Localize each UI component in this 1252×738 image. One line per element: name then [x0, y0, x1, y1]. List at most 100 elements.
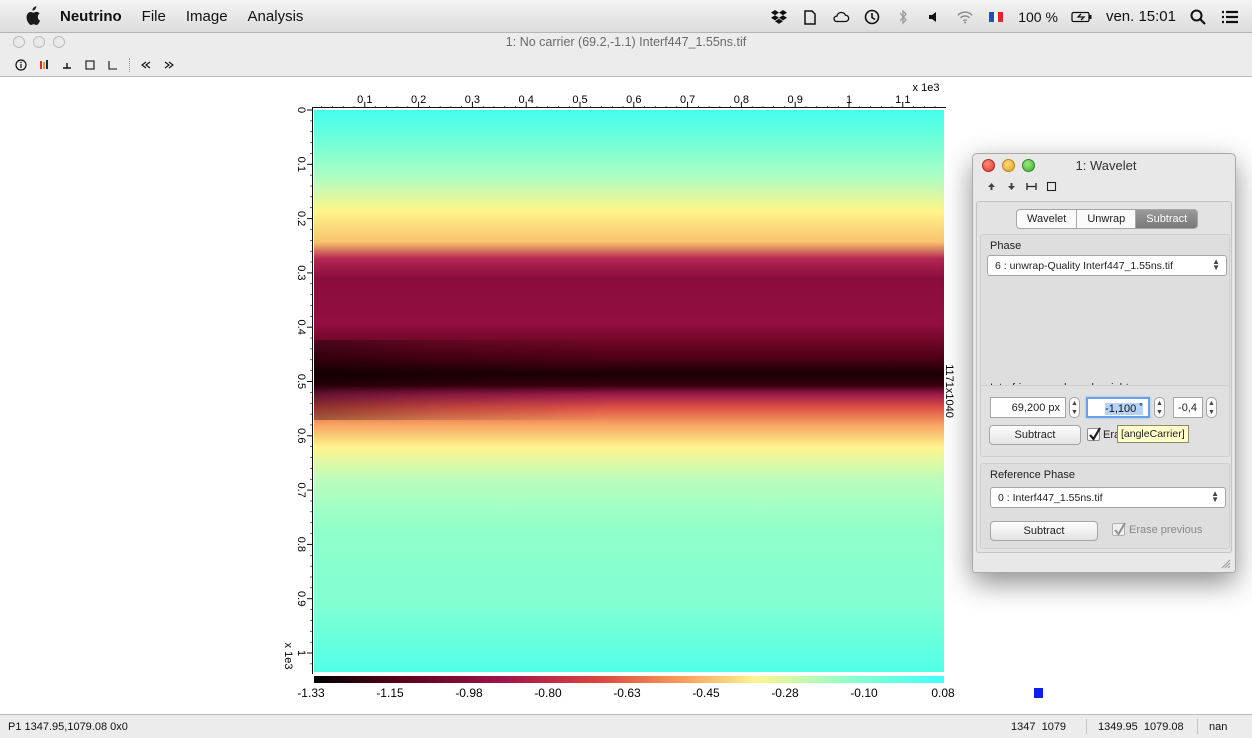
pin-down-icon[interactable] — [1006, 181, 1017, 192]
next-icon[interactable] — [162, 58, 176, 72]
x-tick-label: 1.1 — [895, 94, 910, 106]
clock[interactable]: ven. 15:01 — [1105, 8, 1176, 25]
x-tick-label: 0.6 — [626, 94, 641, 106]
previous-icon[interactable] — [139, 58, 153, 72]
x-axis-line — [312, 107, 946, 108]
analysis-menu[interactable]: Analysis — [247, 7, 304, 25]
resize-grip-icon[interactable] — [1220, 558, 1231, 569]
minimize-window-button[interactable] — [33, 36, 45, 48]
wavelet-tabs: Wavelet Unwrap Subtract — [1016, 209, 1199, 229]
close-window-button[interactable] — [13, 36, 25, 48]
status-pixel: 1347 1079 — [1011, 721, 1067, 733]
battery-icon[interactable] — [1071, 8, 1093, 26]
y-tick-label: 1 — [295, 650, 307, 656]
file-menu[interactable]: File — [141, 7, 166, 25]
angle-field[interactable]: -1,100 ˚ — [1086, 397, 1150, 418]
width-icon[interactable] — [1026, 181, 1037, 192]
line-icon[interactable] — [60, 58, 74, 72]
colorbar — [314, 676, 944, 683]
panel-minimize-button[interactable] — [1002, 159, 1015, 172]
x-tick-label: 0.3 — [465, 94, 480, 106]
weight-stepper[interactable]: ▲ ▼ — [1206, 397, 1217, 418]
colorbar-icon[interactable] — [37, 58, 51, 72]
colorbar-ticks: -1.33 -1.15 -0.98 -0.80 -0.63 -0.45 -0.28 -0.10… — [297, 686, 955, 700]
wifi-icon[interactable] — [956, 8, 974, 26]
status-menus: 100 % ven. 15:01 — [770, 0, 1240, 33]
dropbox-icon[interactable] — [770, 8, 788, 26]
weight-field[interactable]: -0,4 — [1173, 397, 1203, 418]
colorbar-tick-label: 0.08 — [931, 686, 955, 700]
window-controls — [13, 36, 65, 48]
reference-subtract-button[interactable]: Subtract — [990, 521, 1098, 541]
wavelet-body: Wavelet Unwrap Subtract Phase 6 : unwrap… — [976, 201, 1232, 553]
x-axis-ticks: 0.1 0.2 0.3 0.4 0.5 0.6 0.7 0.8 0.9 1 1.1 — [321, 94, 936, 108]
angle-stepper[interactable]: ▲ ▼ — [1154, 397, 1165, 418]
window-title: 1: No carrier (69.2,-1.1) Interf447_1.55… — [505, 35, 747, 49]
colorbar-tick-label: -0.63 — [613, 686, 641, 700]
x-tick-label: 0.1 — [357, 94, 372, 106]
reference-select[interactable]: 0 : Interf447_1.55ns.tif ▲ ▼ — [990, 487, 1226, 508]
pin-icon[interactable] — [986, 181, 997, 192]
checkmark-icon — [1089, 427, 1101, 441]
selection-marker[interactable] — [1034, 688, 1043, 698]
app-name-menu[interactable]: Neutrino — [60, 7, 122, 25]
status-bar: P1 1347.95,1079.08 0x0 1347 1079 1349.95… — [0, 714, 1252, 738]
angle-tooltip: [angleCarrier] — [1117, 425, 1189, 443]
y-tick-label: 0.2 — [295, 211, 307, 226]
window-toolbar — [0, 53, 1252, 77]
square-icon[interactable] — [1046, 181, 1057, 192]
flag-icon[interactable] — [987, 8, 1005, 26]
zoom-window-button[interactable] — [53, 36, 65, 48]
interfringe-field[interactable]: 69,200 px — [990, 397, 1066, 418]
rect-icon[interactable] — [83, 58, 97, 72]
reference-group: Reference Phase 0 : Interf447_1.55ns.tif… — [980, 463, 1230, 549]
angle-field-value: -1,100 ˚ — [1105, 403, 1143, 415]
bluetooth-icon[interactable] — [894, 8, 912, 26]
image-menu[interactable]: Image — [185, 7, 228, 25]
colorbar-tick-label: -1.33 — [297, 686, 325, 700]
colorbar-tick-label: -0.45 — [692, 686, 720, 700]
panel-zoom-button[interactable] — [1022, 159, 1035, 172]
reference-erase-label: Erase previous — [1129, 524, 1203, 536]
y-axis-ticks: 0 0.1 0.2 0.3 0.4 0.5 0.6 0.7 0.8 0.9 1 — [295, 107, 312, 665]
image-size-label: 1171x1040 — [943, 364, 955, 418]
y-tick-label: 0.6 — [295, 428, 307, 443]
time-machine-icon[interactable] — [863, 8, 881, 26]
axis-icon[interactable] — [106, 58, 120, 72]
apple-menu-icon[interactable] — [22, 6, 42, 26]
x-tick-label: 1 — [846, 94, 852, 106]
notification-list-icon[interactable] — [1220, 8, 1240, 26]
reference-select-value: 0 : Interf447_1.55ns.tif — [998, 492, 1103, 504]
panel-close-button[interactable] — [982, 159, 995, 172]
subtract-carrier-button[interactable]: Subtract — [989, 425, 1081, 445]
y-tick-label: 0.8 — [295, 537, 307, 552]
tab-subtract[interactable]: Subtract — [1136, 210, 1198, 228]
spotlight-icon[interactable] — [1189, 8, 1207, 26]
phase-image-plot[interactable]: 0.1 0.2 0.3 0.4 0.5 0.6 0.7 0.8 0.9 1 1.1 00.10.20… — [0, 78, 1252, 714]
status-value: nan — [1209, 721, 1228, 733]
reference-erase-checkbox[interactable] — [1112, 522, 1126, 536]
interfringe-group: 69,200 px ▲ ▼ -1,100 ˚ ▲ ▼ -0,4 ▲ ▼ Subtrac… — [980, 385, 1230, 457]
interfringe-stepper[interactable]: ▲ ▼ — [1069, 397, 1080, 418]
info-icon[interactable] — [14, 58, 28, 72]
status-coords: 1349.95 1079.08 — [1098, 721, 1184, 733]
y-tick-label: 0.1 — [295, 157, 307, 172]
volume-icon[interactable] — [925, 8, 943, 26]
x-tick-label: 0.8 — [734, 94, 749, 106]
menu-bar: Neutrino File Image Analysis 100 % ven. … — [0, 0, 1252, 33]
y-axis-multiplier: x 1e3 — [282, 643, 294, 670]
tab-wavelet[interactable]: Wavelet — [1017, 210, 1078, 228]
evernote-icon[interactable] — [801, 8, 819, 26]
y-axis-line — [312, 108, 313, 674]
cloud-icon[interactable] — [832, 8, 850, 26]
tab-unwrap[interactable]: Unwrap — [1077, 210, 1137, 228]
select-arrows-icon: ▲ ▼ — [1211, 489, 1219, 504]
select-arrows-icon: ▲ ▼ — [1212, 257, 1220, 272]
erase-previous-checkbox[interactable] — [1087, 427, 1101, 441]
panel-controls — [982, 159, 1035, 172]
phase-select[interactable]: 6 : unwrap-Quality Interf447_1.55ns.tif … — [987, 255, 1227, 276]
x-tick-label: 0.2 — [411, 94, 426, 106]
wavelet-title: 1: Wavelet — [1075, 158, 1137, 173]
y-tick-label: 0 — [295, 107, 307, 113]
y-tick-label: 0.5 — [295, 374, 307, 389]
